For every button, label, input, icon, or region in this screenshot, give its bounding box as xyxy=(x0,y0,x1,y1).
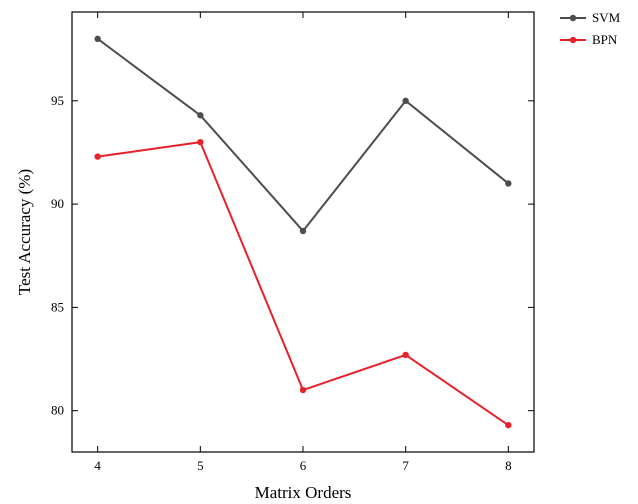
svm-data-point xyxy=(299,227,307,235)
y-tick-label: 95 xyxy=(51,93,64,108)
svm-legend-marker xyxy=(569,14,577,22)
svm-series-line xyxy=(97,38,509,232)
x-axis: 4 5 6 7 8 xyxy=(94,12,512,473)
legend: SVM BPN xyxy=(560,10,621,47)
x-tick-label: 4 xyxy=(94,458,101,473)
bpn-data-point xyxy=(505,421,512,429)
x-tick-label: 8 xyxy=(505,458,512,473)
svm-data-point xyxy=(197,112,204,119)
x-tick-label: 5 xyxy=(197,458,204,473)
y-tick-label: 90 xyxy=(51,196,64,211)
y-axis: 80 85 90 95 xyxy=(51,93,534,418)
bpn-legend-marker xyxy=(569,36,577,44)
y-axis-title: Test Accuracy (%) xyxy=(15,169,34,295)
y-tick-label: 80 xyxy=(51,403,64,418)
x-tick-label: 7 xyxy=(402,458,409,473)
bpn-series-line xyxy=(97,141,509,426)
bpn-legend-label: BPN xyxy=(592,32,618,47)
svm-data-point xyxy=(94,35,101,43)
bpn-data-point xyxy=(94,153,101,160)
x-axis-title: Matrix Orders xyxy=(255,483,352,502)
y-tick-label: 85 xyxy=(51,299,64,314)
series-layer xyxy=(94,35,512,429)
bpn-data-point xyxy=(299,386,307,394)
bpn-data-point xyxy=(197,138,204,146)
svm-data-point xyxy=(505,180,512,187)
x-tick-label: 6 xyxy=(300,458,307,473)
svm-data-point xyxy=(402,97,409,105)
bpn-data-point xyxy=(402,351,409,359)
svm-legend-label: SVM xyxy=(592,10,621,25)
